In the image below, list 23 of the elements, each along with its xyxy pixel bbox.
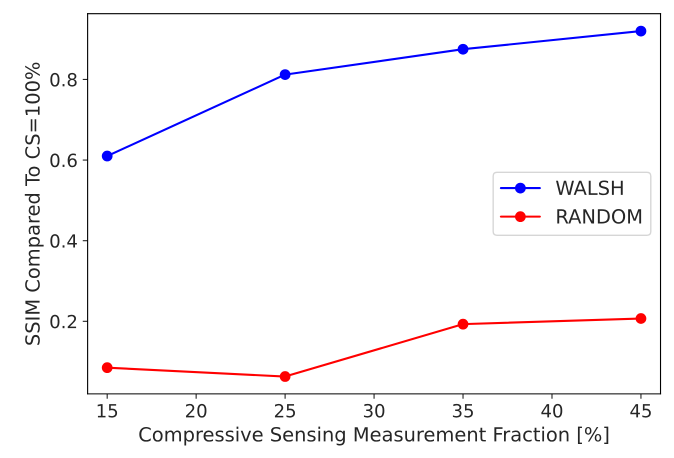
x-tick-label: 35 [452, 404, 473, 418]
x-tick-label: 15 [98, 404, 118, 418]
point [458, 44, 468, 55]
point [636, 26, 646, 36]
point [280, 69, 290, 80]
y-axis-title: SSIM Compared To CS=100% [24, 62, 44, 345]
x-tick-label: 45 [630, 404, 651, 418]
point [102, 150, 113, 162]
point [458, 318, 468, 330]
point [280, 371, 290, 382]
x-axis-title: Compressive Sensing Measurement Fraction [%] [139, 426, 608, 446]
y-tick-label: 0.8 [50, 72, 77, 87]
point [102, 362, 113, 374]
x-tick-label: 25 [274, 404, 296, 418]
legend-label: WALSH [556, 180, 623, 196]
point [636, 313, 646, 324]
x-tick-label: 40 [541, 404, 562, 418]
y-tick-label: 0.4 [50, 234, 77, 248]
y-tick-label: 0.6 [50, 154, 77, 168]
x-tick-label: 30 [364, 404, 384, 418]
x-tick-label: 20 [186, 404, 206, 418]
y-tick-label: 0.2 [50, 314, 76, 328]
legend-label: RANDOM [557, 209, 642, 224]
